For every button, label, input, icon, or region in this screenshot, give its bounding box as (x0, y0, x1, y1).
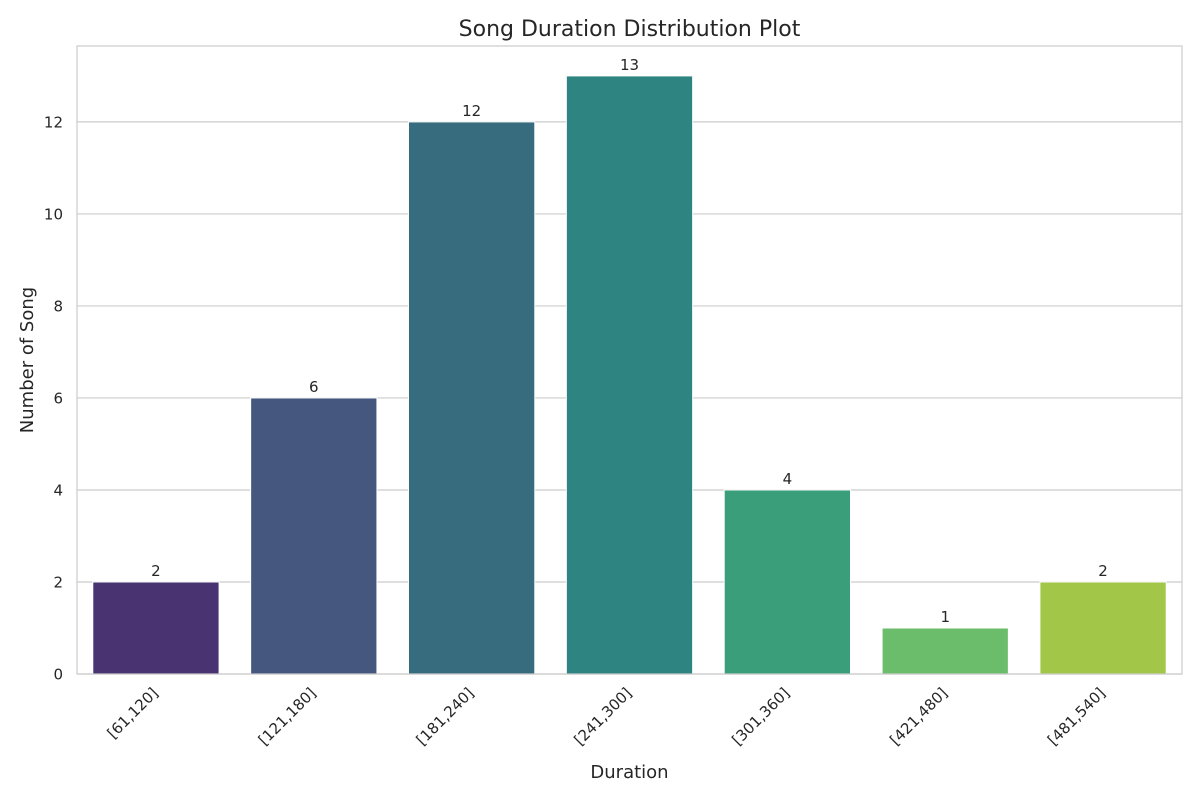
y-tick-label: 6 (53, 389, 63, 407)
y-tick-labels: 0 2 4 6 8 10 12 (44, 113, 63, 683)
y-tick-label: 4 (53, 481, 63, 499)
x-axis-label: Duration (590, 762, 668, 783)
bar-value-label: 6 (309, 378, 319, 396)
x-tick-label: [181,240] (413, 684, 478, 749)
bar (881, 627, 1009, 675)
bar-value-label: 13 (620, 56, 639, 74)
y-tick-label: 12 (44, 113, 63, 131)
bar (565, 75, 694, 675)
x-tick-label: [241,300] (570, 684, 635, 749)
y-tick-label: 10 (44, 205, 63, 223)
bar-value-label: 2 (1098, 562, 1108, 580)
bar-value-label: 12 (462, 102, 481, 120)
bar-value-label: 1 (940, 608, 950, 626)
y-tick-label: 8 (53, 297, 63, 315)
bar-value-label: 4 (783, 470, 793, 488)
x-tick-label: [121,180] (255, 684, 320, 749)
y-axis-label: Number of Song (17, 287, 38, 433)
y-tick-label: 0 (53, 666, 63, 684)
bar (408, 121, 536, 675)
bar (723, 489, 852, 675)
chart-title: Song Duration Distribution Plot (459, 17, 801, 42)
bar (92, 581, 220, 675)
x-tick-label: [301,360] (728, 684, 793, 749)
x-tick-labels: [61,120] [121,180] [181,240] [241,300] [301,… (104, 684, 1109, 749)
bar (1039, 581, 1167, 675)
bar-value-label: 2 (151, 562, 161, 580)
x-tick-label: [61,120] (104, 684, 162, 742)
x-tick-label: [421,480] (886, 684, 951, 749)
y-tick-label: 2 (53, 573, 63, 591)
plot-frame (76, 45, 1183, 675)
x-tick-label: [481,540] (1044, 684, 1109, 749)
bar-layer (92, 75, 1167, 675)
bar (250, 397, 378, 675)
